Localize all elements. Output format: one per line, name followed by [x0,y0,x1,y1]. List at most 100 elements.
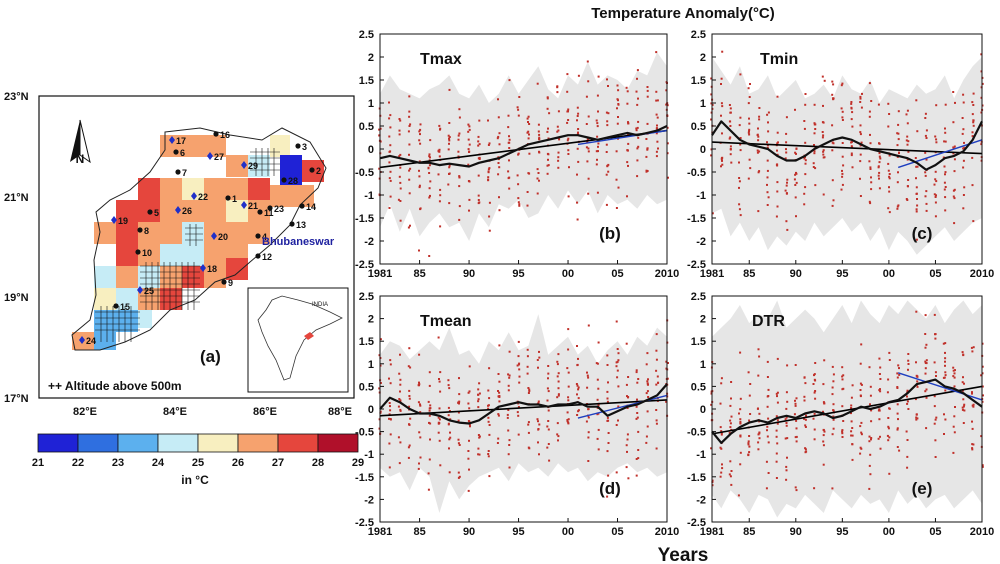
station-anomaly-point [720,471,723,474]
station-anomaly-point [813,378,816,381]
station-anomaly-point [925,137,928,139]
station-anomaly-point [457,476,460,479]
station-anomaly-point [488,367,491,370]
station-anomaly-point [785,116,788,119]
station-anomaly-point [711,212,714,215]
station-anomaly-point [953,222,956,225]
map-cell [182,266,204,288]
station-anomaly-point [758,107,761,109]
station-anomaly-point [447,422,450,425]
colorbar-tick: 27 [272,457,284,469]
map-cell [204,200,226,222]
colorbar-swatch [37,433,79,453]
station-anomaly-point [850,106,853,109]
station-anomaly-point [388,377,390,380]
station-anomaly-point [399,119,402,122]
y-tick-label: 1 [700,98,706,110]
station-anomaly-point [617,352,620,355]
station-anomaly-point [766,376,769,378]
station-anomaly-point [447,379,450,382]
station-number: 6 [180,148,185,158]
station-anomaly-point [924,112,927,115]
station-anomaly-point [971,350,974,353]
station-anomaly-point [506,416,509,419]
station-anomaly-point [728,104,731,106]
station-anomaly-point [576,115,579,117]
station-anomaly-point [616,376,619,379]
station-anomaly-point [548,459,551,462]
station-anomaly-point [537,366,539,369]
station-anomaly-point [980,374,983,377]
station-anomaly-point [933,405,936,408]
station-anomaly-point [868,435,871,438]
station-anomaly-point [467,420,470,422]
station-anomaly-point [478,158,481,160]
station-anomaly-point [388,101,390,104]
station-anomaly-point [896,207,899,210]
station-anomaly-point [447,148,450,151]
station-anomaly-point [388,117,391,120]
station-anomaly-point [388,207,391,209]
station-anomaly-point [795,440,798,443]
station-anomaly-point [419,404,422,407]
station-anomaly-point [586,386,589,389]
station-anomaly-point [738,412,740,415]
station-anomaly-point [897,138,900,141]
station-anomaly-point [566,121,569,124]
y-tick-label: 2 [368,52,374,64]
station-anomaly-point [616,348,619,350]
station-anomaly-point [517,108,520,111]
station-anomaly-point [887,425,890,428]
station-anomaly-point [439,194,442,197]
station-anomaly-point [428,414,431,417]
station-anomaly-point [886,391,889,394]
station-anomaly-point [576,384,579,387]
station-anomaly-point [546,130,549,133]
station-anomaly-point [508,79,511,82]
station-anomaly-point [388,150,391,153]
y-tick-label: -2 [696,236,706,248]
station-anomaly-point [868,487,871,490]
station-anomaly-point [785,132,788,135]
station-marker [147,209,153,215]
station-anomaly-point [437,416,440,419]
station-anomaly-point [567,110,569,113]
station-anomaly-point [933,193,936,196]
station-anomaly-point [971,113,974,116]
station-anomaly-point [457,471,460,474]
station-anomaly-point [767,130,770,133]
station-anomaly-point [507,384,510,387]
station-anomaly-point [907,353,910,355]
station-anomaly-point [587,431,590,434]
station-anomaly-point [748,122,751,125]
station-anomaly-point [905,430,908,433]
station-anomaly-point [794,404,797,407]
station-anomaly-point [596,413,599,416]
lat-tick-21: 21°N [4,192,29,204]
station-anomaly-point [721,163,724,166]
station-anomaly-point [526,191,529,193]
station-anomaly-point [488,475,491,478]
station-anomaly-point [775,460,778,463]
station-anomaly-point [972,403,975,406]
station-anomaly-point [508,138,511,141]
station-anomaly-point [536,82,539,85]
station-anomaly-point [665,360,668,363]
station-anomaly-point [878,389,881,392]
uncertainty-band [712,300,982,518]
station-anomaly-point [954,369,956,372]
station-anomaly-point [823,402,826,405]
station-anomaly-point [786,364,789,367]
station-anomaly-point [556,433,559,436]
station-anomaly-point [786,181,788,184]
station-anomaly-point [527,423,530,426]
station-anomaly-point [730,483,733,486]
map-panel: 23°N 21°N 19°N 17°N 82°E 84°E 86°E 88°E [4,91,355,418]
station-anomaly-point [739,463,742,466]
station-anomaly-point [953,385,956,388]
station-anomaly-point [972,104,975,106]
station-anomaly-point [666,377,669,380]
station-anomaly-point [729,460,732,463]
station-anomaly-point [729,404,732,407]
